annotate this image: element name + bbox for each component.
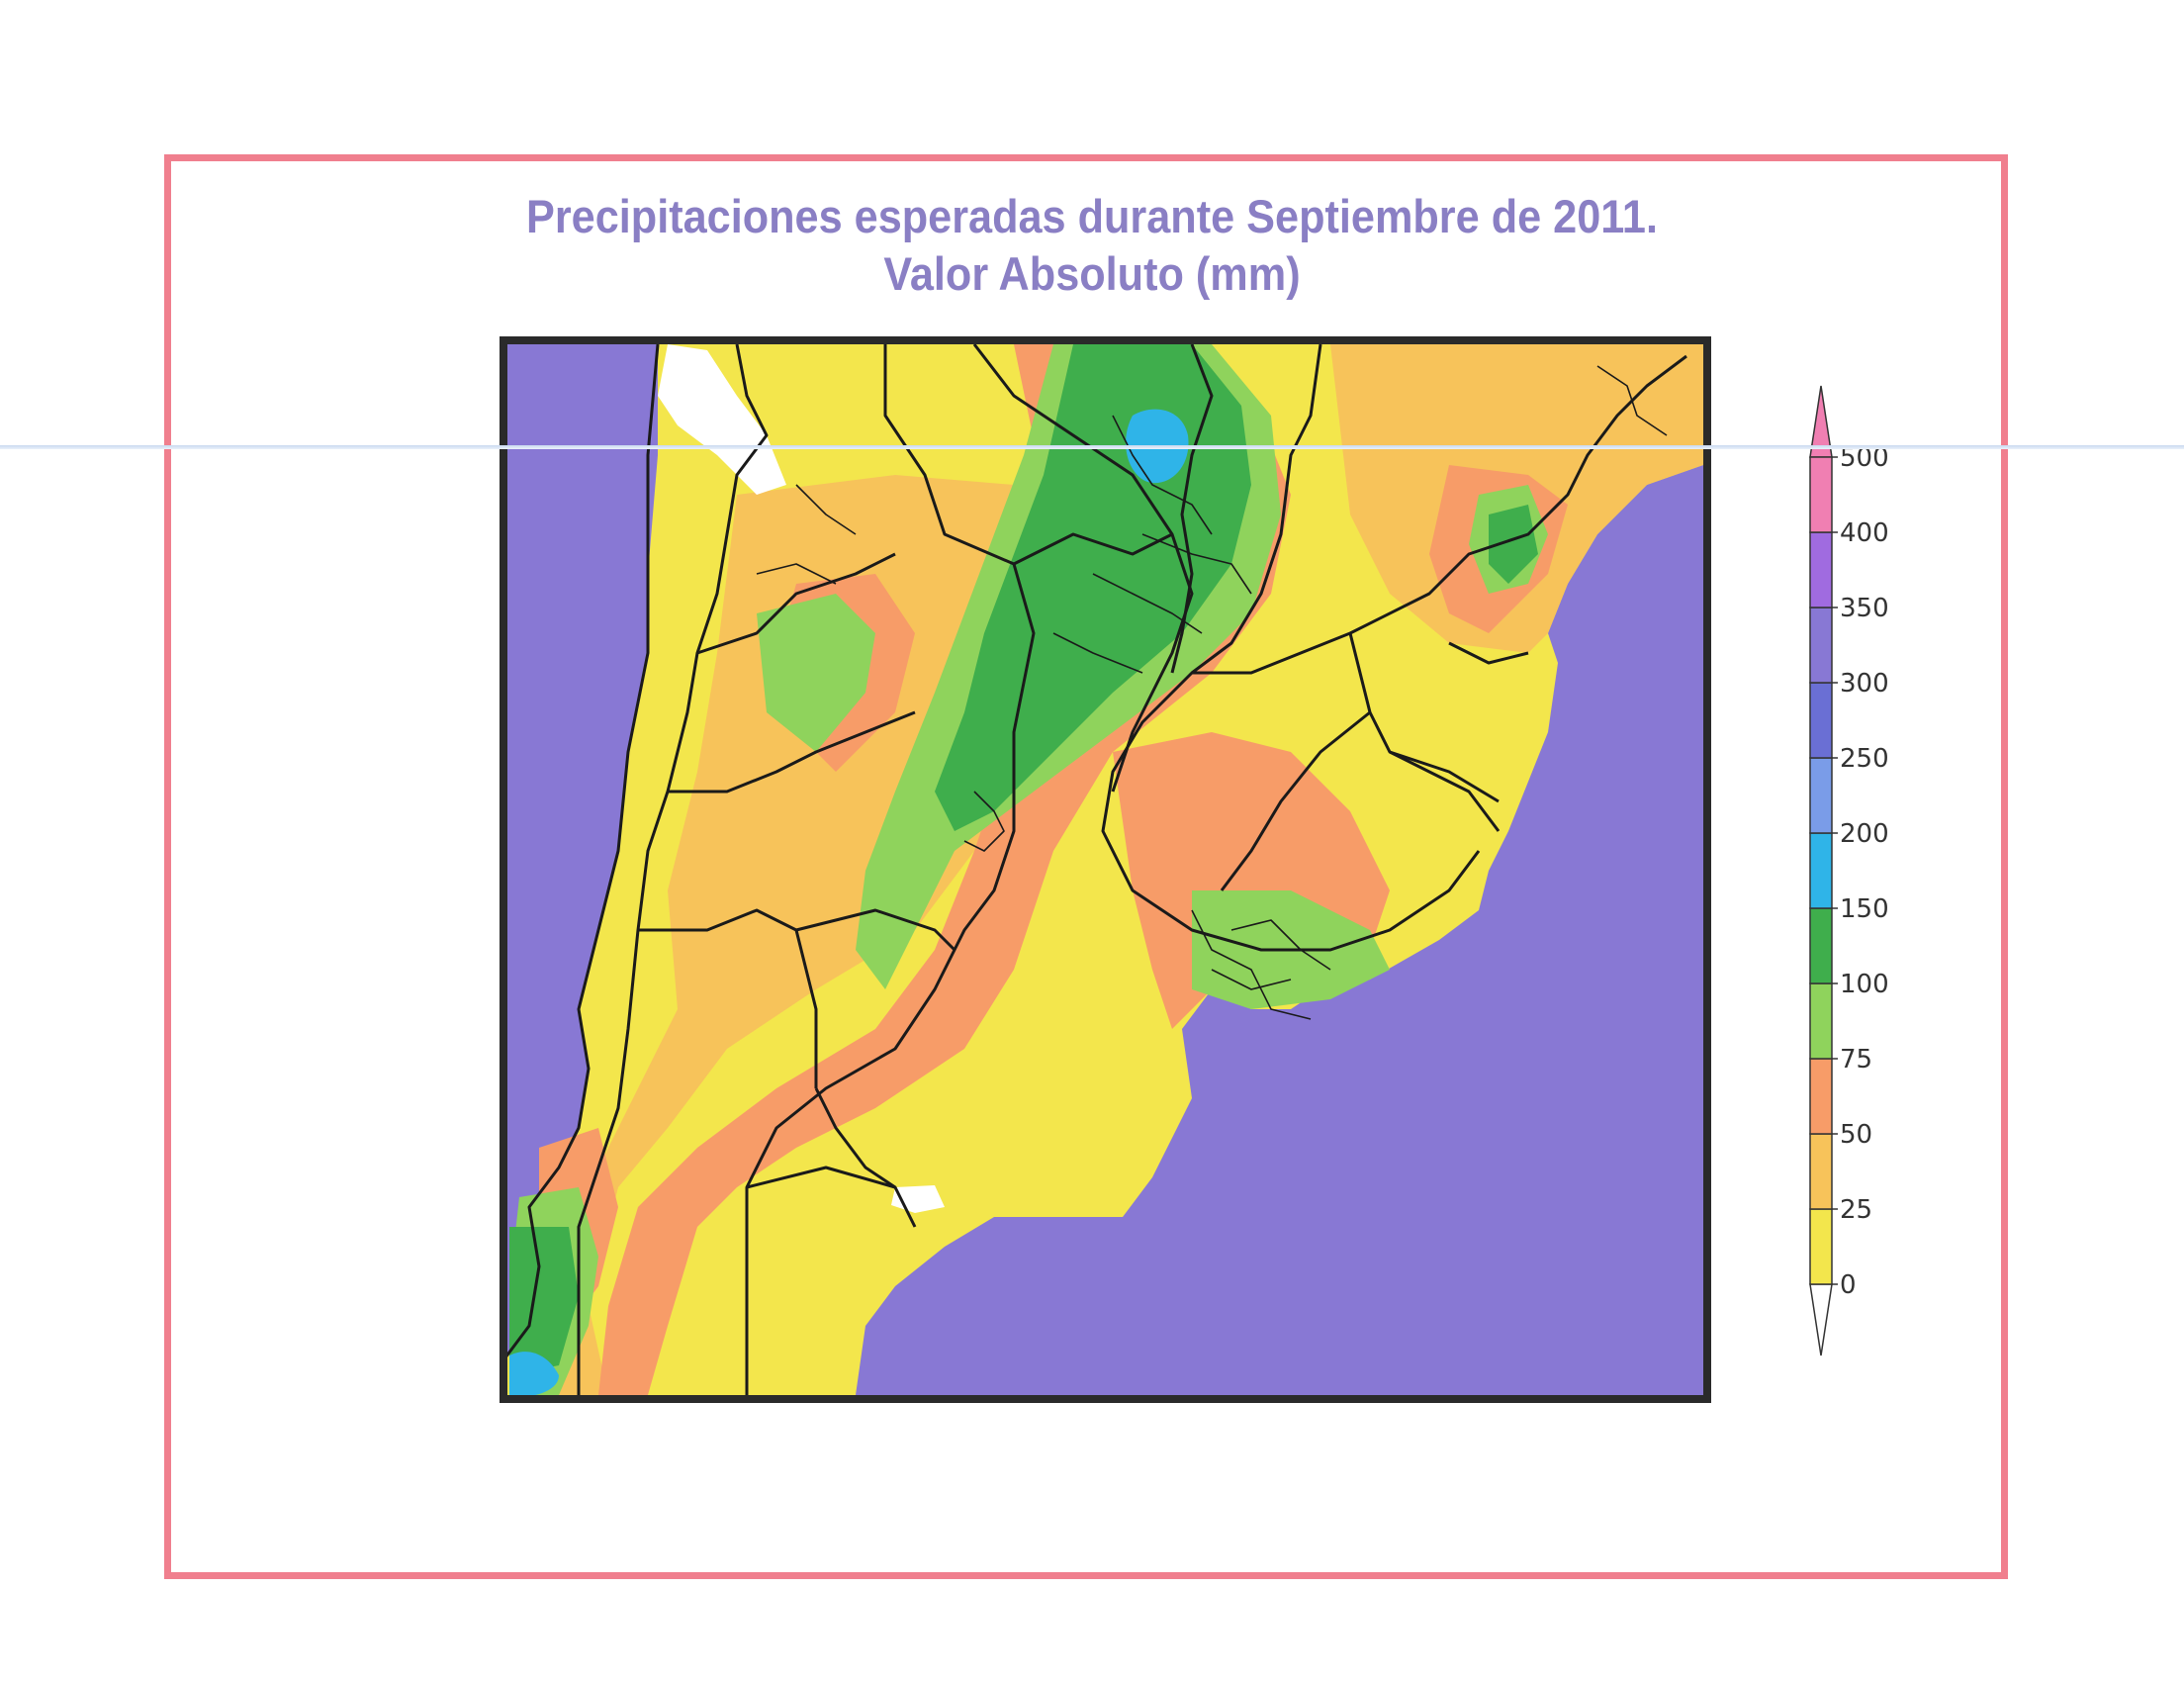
legend-tick-label: 250 <box>1840 744 1889 774</box>
map-border <box>500 336 1711 1403</box>
legend-tick-label: 300 <box>1840 669 1889 699</box>
precip-band-100-150-ne <box>1489 505 1538 584</box>
legend-tick-label: 50 <box>1840 1120 1872 1150</box>
legend-tick-label: 200 <box>1840 819 1889 849</box>
legend-tick-label: 400 <box>1840 518 1889 548</box>
legend-band-400 <box>1809 456 1833 533</box>
boundaries-thin <box>756 365 1668 1020</box>
legend-tick-label: 0 <box>1840 1270 1857 1300</box>
map-title: Precipitaciones esperadas durante Septie… <box>87 188 2096 303</box>
legend-band-50 <box>1809 1058 1833 1135</box>
precip-band-100-150-south <box>509 1227 579 1375</box>
precipitation-map <box>500 336 1711 1403</box>
boundaries <box>507 344 1687 1395</box>
legend-band-0 <box>1809 1208 1833 1285</box>
no-data-patch <box>658 344 786 495</box>
legend-tick-label: 100 <box>1840 970 1889 999</box>
precip-band-75-100-west <box>757 594 875 752</box>
legend-band-300 <box>1809 607 1833 684</box>
title-line-2: Valor Absoluto (mm) <box>883 247 1301 300</box>
legend-band-350 <box>1809 531 1833 608</box>
legend-band-25 <box>1809 1133 1833 1210</box>
title-line-1: Precipitaciones esperadas durante Septie… <box>526 190 1658 242</box>
precip-band-150-200-south <box>509 1352 559 1395</box>
legend-band-100 <box>1809 907 1833 984</box>
legend-tick-label: 75 <box>1840 1045 1872 1075</box>
legend-band-75 <box>1809 982 1833 1060</box>
legend-tick-label: 25 <box>1840 1195 1872 1225</box>
legend-band-250 <box>1809 682 1833 759</box>
legend-tick-label: 350 <box>1840 594 1889 623</box>
legend-band-200 <box>1809 757 1833 834</box>
page-frame <box>164 154 2008 1579</box>
legend-band-150 <box>1809 832 1833 909</box>
legend-tick-label: 150 <box>1840 894 1889 924</box>
legend-arrow-bottom <box>1809 1283 1833 1356</box>
scan-artifact-line <box>0 445 2184 449</box>
